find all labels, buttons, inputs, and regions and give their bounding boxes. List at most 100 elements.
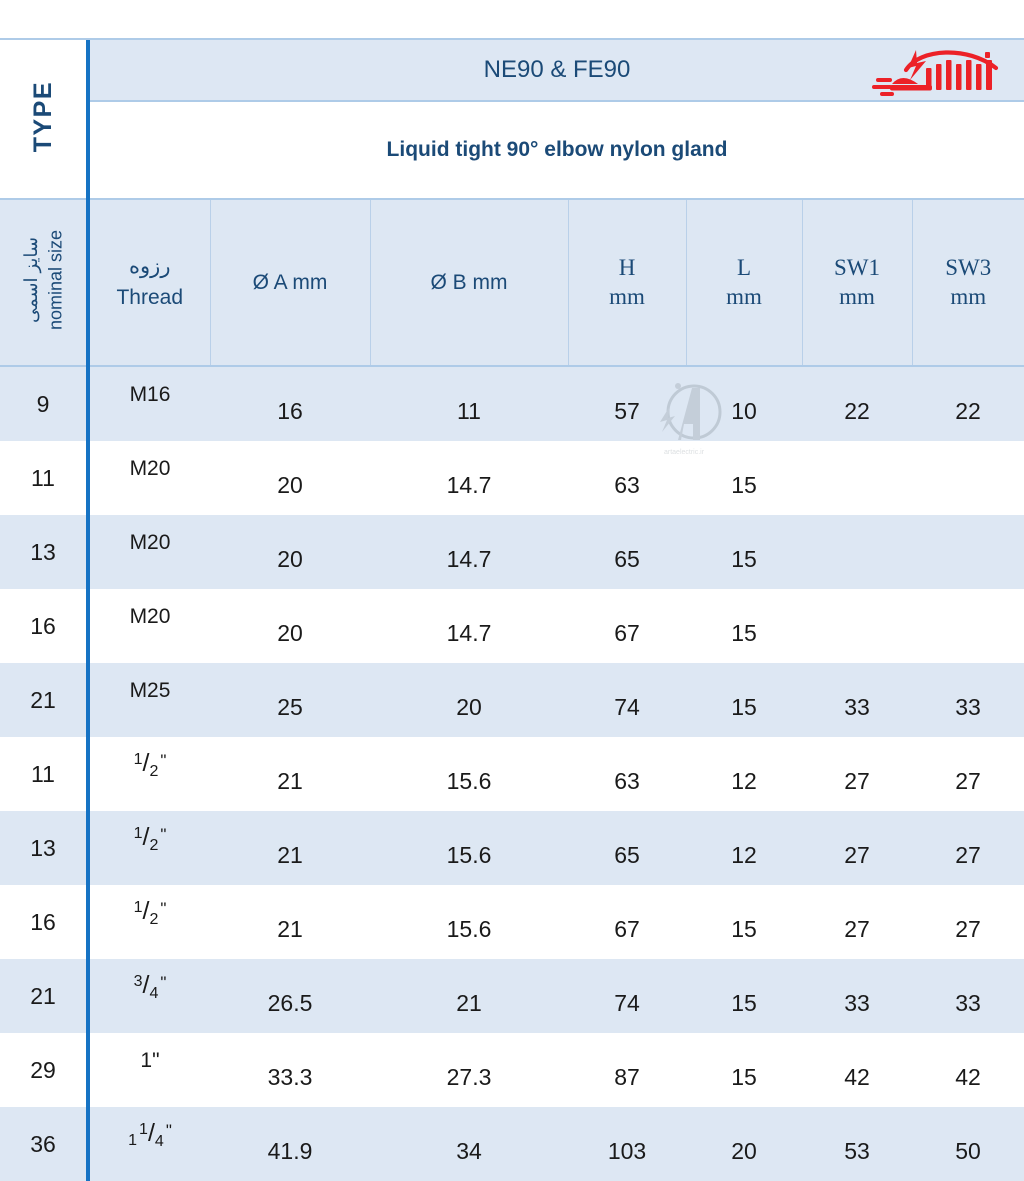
column-header-height-label: H [618, 254, 636, 280]
cell-b: 34 [370, 1107, 568, 1181]
table-row: 11 M20 20 14.7 63 15 [0, 441, 1024, 515]
cell-sw3 [912, 441, 1024, 515]
cell-sw1: 53 [802, 1107, 912, 1181]
column-header-length-unit: mm [726, 283, 762, 309]
fraction-denominator: 2 [149, 910, 159, 928]
cell-thread: M20 [88, 441, 210, 515]
column-header-length-label: L [736, 254, 752, 280]
cell-sw1: 33 [802, 663, 912, 737]
cell-nominal-size: 29 [0, 1033, 90, 1107]
fraction-numerator: 1 [133, 898, 143, 916]
table-row: 21 3/4" 26.5 21 74 15 33 33 [0, 959, 1024, 1033]
cell-thread: 11/4" [88, 1107, 210, 1181]
cell-b: 14.7 [370, 441, 568, 515]
cell-a: 26.5 [210, 959, 370, 1033]
column-header-sw1-unit: mm [839, 283, 875, 309]
fraction-slash: / [142, 822, 150, 851]
fraction-numerator: 1 [139, 1120, 148, 1138]
cell-nominal-size: 16 [0, 885, 90, 959]
cell-a: 20 [210, 589, 370, 663]
column-header-height: H mm [567, 198, 686, 367]
cell-l: 15 [686, 663, 802, 737]
fraction-denominator: 4 [154, 1132, 164, 1150]
cell-b: 15.6 [370, 885, 568, 959]
cell-h: 63 [568, 441, 686, 515]
cell-sw3 [912, 589, 1024, 663]
thread-label: 1" [140, 1049, 160, 1072]
cell-thread: M25 [88, 663, 210, 737]
cell-sw3: 22 [912, 366, 1024, 441]
column-header-diameter-b: Ø B mm [369, 198, 568, 367]
cell-b: 27.3 [370, 1033, 568, 1107]
cell-nominal-size: 13 [0, 515, 90, 589]
table-row: 9 M16 16 11 57 10 22 22 [0, 366, 1024, 441]
subtitle-band-row: Liquid tight 90° elbow nylon gland [0, 101, 1024, 199]
cell-b: 20 [370, 663, 568, 737]
column-header-sw1-label: SW1 [834, 254, 880, 280]
cell-a: 21 [210, 885, 370, 959]
table-row: 13 M20 20 14.7 65 15 [0, 515, 1024, 589]
table-row: 11 1/2" 21 15.6 63 12 27 27 [0, 737, 1024, 811]
thread-label: M20 [129, 457, 171, 480]
table-row: 36 11/4" 41.9 34 103 20 53 50 [0, 1107, 1024, 1181]
cell-b: 11 [370, 366, 568, 441]
cell-nominal-size: 9 [0, 366, 90, 441]
cell-nominal-size: 21 [0, 663, 90, 737]
cell-l: 15 [686, 1033, 802, 1107]
type-label: TYPE [28, 80, 57, 153]
column-header-sw3-unit: mm [950, 283, 987, 309]
cell-sw3: 33 [912, 663, 1024, 737]
cell-a: 41.9 [210, 1107, 370, 1181]
cell-h: 74 [568, 959, 686, 1033]
fraction-slash: / [142, 970, 150, 999]
cell-a: 21 [210, 737, 370, 811]
cell-sw3: 27 [912, 885, 1024, 959]
fraction-numerator: 3 [133, 972, 143, 990]
column-header-size-en: nominal size [45, 229, 65, 331]
cell-h: 103 [568, 1107, 686, 1181]
title-band-row: TYPE NE90 & FE90 [0, 40, 1024, 199]
column-header-size-label: سایز اسمی nominal size [19, 230, 68, 330]
thread-label: M25 [129, 679, 171, 702]
thread-fraction: 1/2" [133, 898, 167, 928]
cell-thread: M16 [88, 366, 210, 441]
fraction-slash: / [147, 1118, 155, 1147]
column-header-diameter-b-label: Ø B mm [430, 270, 508, 294]
column-header-sw1: SW1 mm [801, 198, 912, 367]
cell-sw1: 27 [802, 811, 912, 885]
cell-a: 21 [210, 811, 370, 885]
inch-mark: " [160, 750, 167, 770]
inch-mark: " [160, 898, 167, 918]
fraction-denominator: 2 [149, 836, 159, 854]
cell-l: 15 [686, 959, 802, 1033]
cell-sw1: 42 [802, 1033, 912, 1107]
cell-h: 67 [568, 589, 686, 663]
cell-sw1 [802, 589, 912, 663]
cell-thread: 1/2" [88, 885, 210, 959]
cell-h: 74 [568, 663, 686, 737]
column-header-sw3: SW3 mm [911, 198, 1024, 367]
cell-thread: 1/2" [88, 811, 210, 885]
cell-sw1: 27 [802, 885, 912, 959]
fraction-denominator: 4 [149, 984, 159, 1002]
cell-sw3 [912, 515, 1024, 589]
table-row: 16 1/2" 21 15.6 67 15 27 27 [0, 885, 1024, 959]
cell-sw1: 27 [802, 737, 912, 811]
cell-nominal-size: 36 [0, 1107, 90, 1181]
cell-b: 14.7 [370, 515, 568, 589]
cell-sw1 [802, 441, 912, 515]
cell-h: 65 [568, 811, 686, 885]
cell-sw3: 33 [912, 959, 1024, 1033]
cell-a: 25 [210, 663, 370, 737]
column-header-diameter-a: Ø A mm [209, 198, 370, 367]
cell-nominal-size: 16 [0, 589, 90, 663]
inch-mark: " [160, 824, 167, 844]
cell-b: 21 [370, 959, 568, 1033]
cell-l: 12 [686, 737, 802, 811]
inch-mark: " [165, 1120, 172, 1140]
cell-h: 63 [568, 737, 686, 811]
cell-nominal-size: 21 [0, 959, 90, 1033]
cell-sw3: 27 [912, 737, 1024, 811]
column-header-diameter-a-label: Ø A mm [252, 270, 328, 294]
page-subtitle: Liquid tight 90° elbow nylon gland [386, 138, 728, 161]
